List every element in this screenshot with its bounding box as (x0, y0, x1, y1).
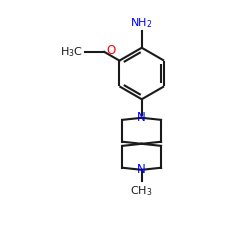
Text: CH$_3$: CH$_3$ (130, 184, 153, 198)
Text: H$_3$C: H$_3$C (60, 45, 83, 59)
Text: NH$_2$: NH$_2$ (130, 16, 153, 30)
Text: O: O (106, 44, 116, 57)
Text: N: N (137, 163, 146, 176)
Text: N: N (137, 111, 146, 124)
